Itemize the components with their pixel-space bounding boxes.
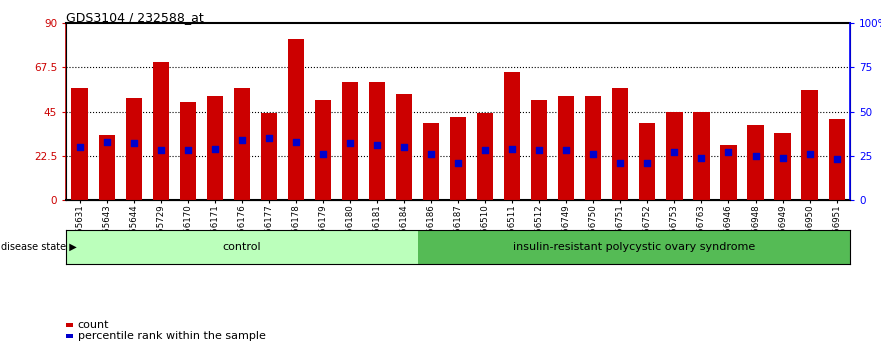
Point: [586, 151, 600, 157]
Bar: [666, 112, 683, 200]
Point: [803, 151, 817, 157]
Point: [775, 155, 789, 160]
Point: [208, 146, 222, 152]
Bar: [640, 123, 655, 200]
Bar: [71, 88, 88, 200]
Bar: [152, 62, 169, 200]
Bar: [369, 82, 385, 200]
Point: [830, 156, 844, 162]
Point: [613, 160, 627, 166]
Bar: [66, 230, 418, 264]
Bar: [396, 94, 412, 200]
Bar: [559, 96, 574, 200]
Bar: [721, 145, 737, 200]
Bar: [802, 90, 818, 200]
Text: percentile rank within the sample: percentile rank within the sample: [78, 331, 265, 341]
Text: count: count: [78, 320, 109, 330]
Point: [100, 139, 114, 144]
Point: [424, 151, 438, 157]
Point: [397, 144, 411, 150]
Bar: [180, 102, 196, 200]
Point: [478, 148, 492, 153]
Point: [72, 144, 86, 150]
Bar: [774, 133, 790, 200]
Point: [505, 146, 519, 152]
Point: [262, 135, 276, 141]
Bar: [288, 39, 304, 200]
Text: control: control: [223, 242, 261, 252]
Point: [153, 148, 167, 153]
Bar: [99, 135, 115, 200]
Point: [694, 155, 708, 160]
Bar: [693, 112, 709, 200]
Point: [289, 139, 303, 144]
Text: GDS3104 / 232588_at: GDS3104 / 232588_at: [66, 11, 204, 24]
Bar: [477, 114, 493, 200]
Point: [343, 141, 357, 146]
Bar: [418, 230, 850, 264]
Bar: [531, 100, 547, 200]
Bar: [126, 98, 142, 200]
Point: [640, 160, 655, 166]
Bar: [504, 72, 521, 200]
Bar: [828, 119, 845, 200]
Text: insulin-resistant polycystic ovary syndrome: insulin-resistant polycystic ovary syndr…: [513, 242, 755, 252]
Point: [234, 137, 248, 143]
Bar: [315, 100, 331, 200]
Bar: [747, 125, 764, 200]
Point: [181, 148, 195, 153]
Point: [451, 160, 465, 166]
Point: [127, 141, 141, 146]
Point: [316, 151, 330, 157]
Bar: [612, 88, 628, 200]
Bar: [233, 88, 250, 200]
Bar: [423, 123, 440, 200]
Point: [559, 148, 574, 153]
Bar: [585, 96, 602, 200]
Bar: [207, 96, 223, 200]
Bar: [261, 114, 277, 200]
Point: [668, 149, 682, 155]
Text: disease state ▶: disease state ▶: [1, 242, 77, 252]
Bar: [450, 118, 466, 200]
Point: [532, 148, 546, 153]
Point: [722, 149, 736, 155]
Bar: [342, 82, 358, 200]
Point: [749, 153, 763, 159]
Point: [370, 142, 384, 148]
